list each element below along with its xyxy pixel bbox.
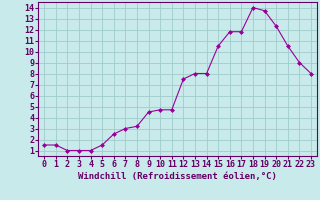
X-axis label: Windchill (Refroidissement éolien,°C): Windchill (Refroidissement éolien,°C) [78, 172, 277, 181]
